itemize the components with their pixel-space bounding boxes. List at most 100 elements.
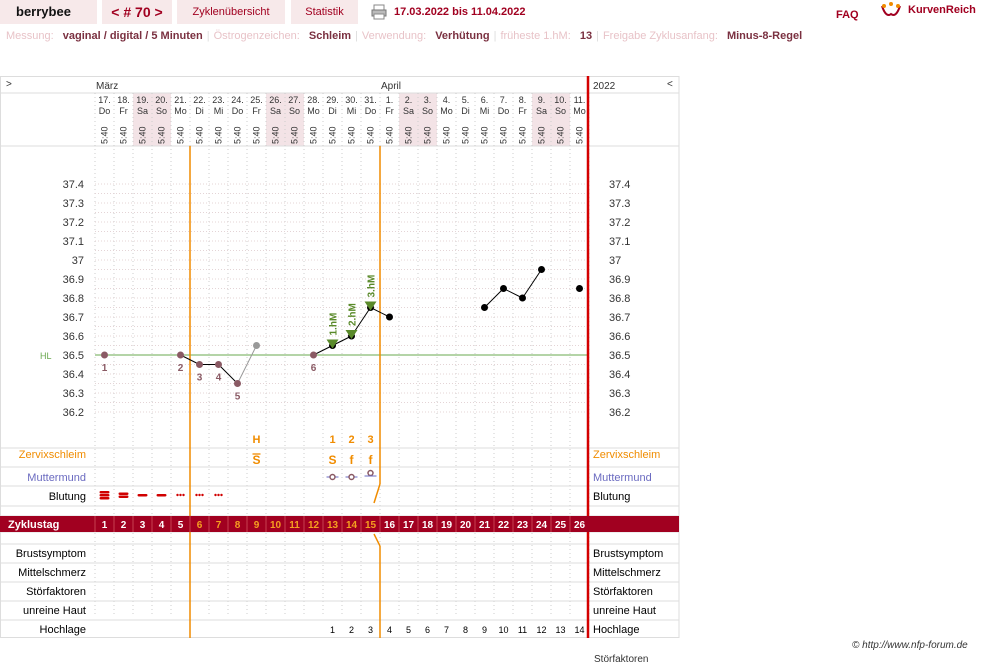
hochlage-count: 13 — [555, 625, 565, 635]
cycle-day-number: 23 — [517, 520, 529, 531]
nav-right-arrow[interactable]: < — [667, 79, 673, 90]
bleeding-mark — [195, 493, 198, 497]
bottom-row-label: unreine Haut — [23, 605, 86, 617]
hochlage-count: 12 — [536, 625, 546, 635]
info-label: Freigabe Zyklusanfang: — [602, 30, 718, 42]
y-tick-right: 37.2 — [609, 217, 630, 229]
temp-point — [196, 361, 203, 368]
bottom-row-label: Hochlage — [40, 624, 86, 636]
time-label: 5:40 — [290, 126, 300, 144]
date-label: 17. — [98, 95, 111, 105]
date-label: 5. — [462, 95, 470, 105]
weekday-label: So — [422, 106, 433, 116]
date-label: 24. — [231, 95, 244, 105]
bleeding-mark — [99, 491, 110, 494]
high-marker-triangle — [345, 330, 358, 339]
tab-cycle-overview[interactable]: Zyklenübersicht — [177, 0, 285, 24]
bleeding-mark — [201, 493, 204, 497]
weekday-label: Fr — [385, 106, 394, 116]
weekday-label: Di — [328, 106, 337, 116]
info-value: Verhütung — [432, 30, 490, 42]
cut-off-label: Störfaktoren — [594, 654, 649, 665]
info-separator: | — [596, 30, 599, 42]
weekend-column — [285, 93, 304, 146]
weekday-label: Sa — [137, 106, 148, 116]
print-icon[interactable] — [371, 4, 387, 20]
high-marker-label: 2.hM — [348, 303, 359, 326]
temp-point — [253, 342, 260, 349]
y-tick-left: 36.8 — [63, 293, 84, 305]
y-tick-left: 36.2 — [63, 407, 84, 419]
date-label: 19. — [136, 95, 149, 105]
weekday-label: Do — [232, 106, 244, 116]
time-label: 5:40 — [366, 126, 376, 144]
bleeding-mark — [137, 494, 148, 497]
weekend-column — [532, 93, 551, 146]
weekday-label: Di — [195, 106, 204, 116]
hochlage-count: 5 — [406, 625, 411, 635]
hochlage-count: 8 — [463, 625, 468, 635]
y-tick-left: 37.4 — [63, 179, 84, 191]
temp-curve-segment — [180, 354, 200, 365]
faq-link[interactable]: FAQ — [836, 9, 859, 21]
cycle-navigator[interactable]: < # 70 > — [102, 0, 172, 24]
cycle-day-number: 25 — [555, 520, 567, 531]
time-label: 5:40 — [100, 126, 110, 144]
y-tick-right: 37.3 — [609, 198, 630, 210]
info-separator: | — [355, 30, 358, 42]
row-label-cervical-mucus-right: Zervixschleim — [593, 449, 660, 461]
temp-point — [538, 266, 545, 273]
copyright[interactable]: © http://www.nfp-forum.de — [852, 640, 968, 651]
weekday-label: Mi — [347, 106, 357, 116]
bottom-row-label-right: Hochlage — [593, 624, 639, 636]
cycle-day-number: 15 — [365, 520, 377, 531]
tab-statistics[interactable]: Statistik — [291, 0, 358, 24]
date-label: 27. — [288, 95, 301, 105]
weekday-label: Do — [365, 106, 377, 116]
date-range: 17.03.2022 bis 11.04.2022 — [394, 6, 526, 18]
hochlage-count: 11 — [518, 625, 527, 635]
weekday-label: So — [156, 106, 167, 116]
time-label: 5:40 — [328, 126, 338, 144]
date-label: 3. — [424, 95, 432, 105]
brand-logo-text[interactable]: KurvenReich — [908, 4, 976, 16]
time-label: 5:40 — [176, 126, 186, 144]
cycle-day-number: 26 — [574, 520, 586, 531]
time-label: 5:40 — [575, 126, 585, 144]
time-label: 5:40 — [499, 126, 509, 144]
y-tick-left: 37 — [72, 255, 84, 267]
date-label: 23. — [212, 95, 225, 105]
time-label: 5:40 — [233, 126, 243, 144]
time-label: 5:40 — [537, 126, 547, 144]
time-label: 5:40 — [138, 126, 148, 144]
time-label: 5:40 — [556, 126, 566, 144]
kurvenreich-logo-icon — [881, 2, 901, 16]
cervix-marker — [329, 473, 336, 481]
cycle-day-number: 12 — [308, 520, 320, 531]
weekend-column — [133, 93, 152, 146]
bleeding-mark — [179, 493, 182, 497]
cycle-chart: > <März April 202217.Do5:4018.Fr5:4019.Sa5:… — [0, 76, 680, 638]
chart-frame — [0, 76, 680, 638]
y-tick-left: 36.3 — [63, 388, 84, 400]
date-label: 2. — [405, 95, 413, 105]
low-temp-number: 4 — [216, 373, 222, 384]
username[interactable]: berrybee — [0, 0, 97, 24]
weekday-label: Fr — [518, 106, 527, 116]
info-separator: | — [206, 30, 210, 42]
cycle-day-number: 14 — [346, 520, 358, 531]
y-tick-right: 36.3 — [609, 388, 630, 400]
info-label: Verwendung: — [361, 30, 427, 42]
cycle-day-number: 10 — [270, 520, 282, 531]
bottom-row-label: Störfaktoren — [26, 586, 86, 598]
high-marker-triangle — [364, 301, 377, 311]
mucus-value: f — [369, 453, 374, 467]
weekday-label: Mi — [214, 106, 224, 116]
low-temp-number: 6 — [311, 363, 317, 374]
date-label: 31. — [364, 95, 377, 105]
bleeding-mark — [182, 493, 185, 497]
time-label: 5:40 — [423, 126, 433, 144]
bottom-row-label: Brustsymptom — [16, 548, 86, 560]
nav-left-arrow[interactable]: > — [6, 79, 12, 90]
y-tick-right: 36.6 — [609, 331, 630, 343]
